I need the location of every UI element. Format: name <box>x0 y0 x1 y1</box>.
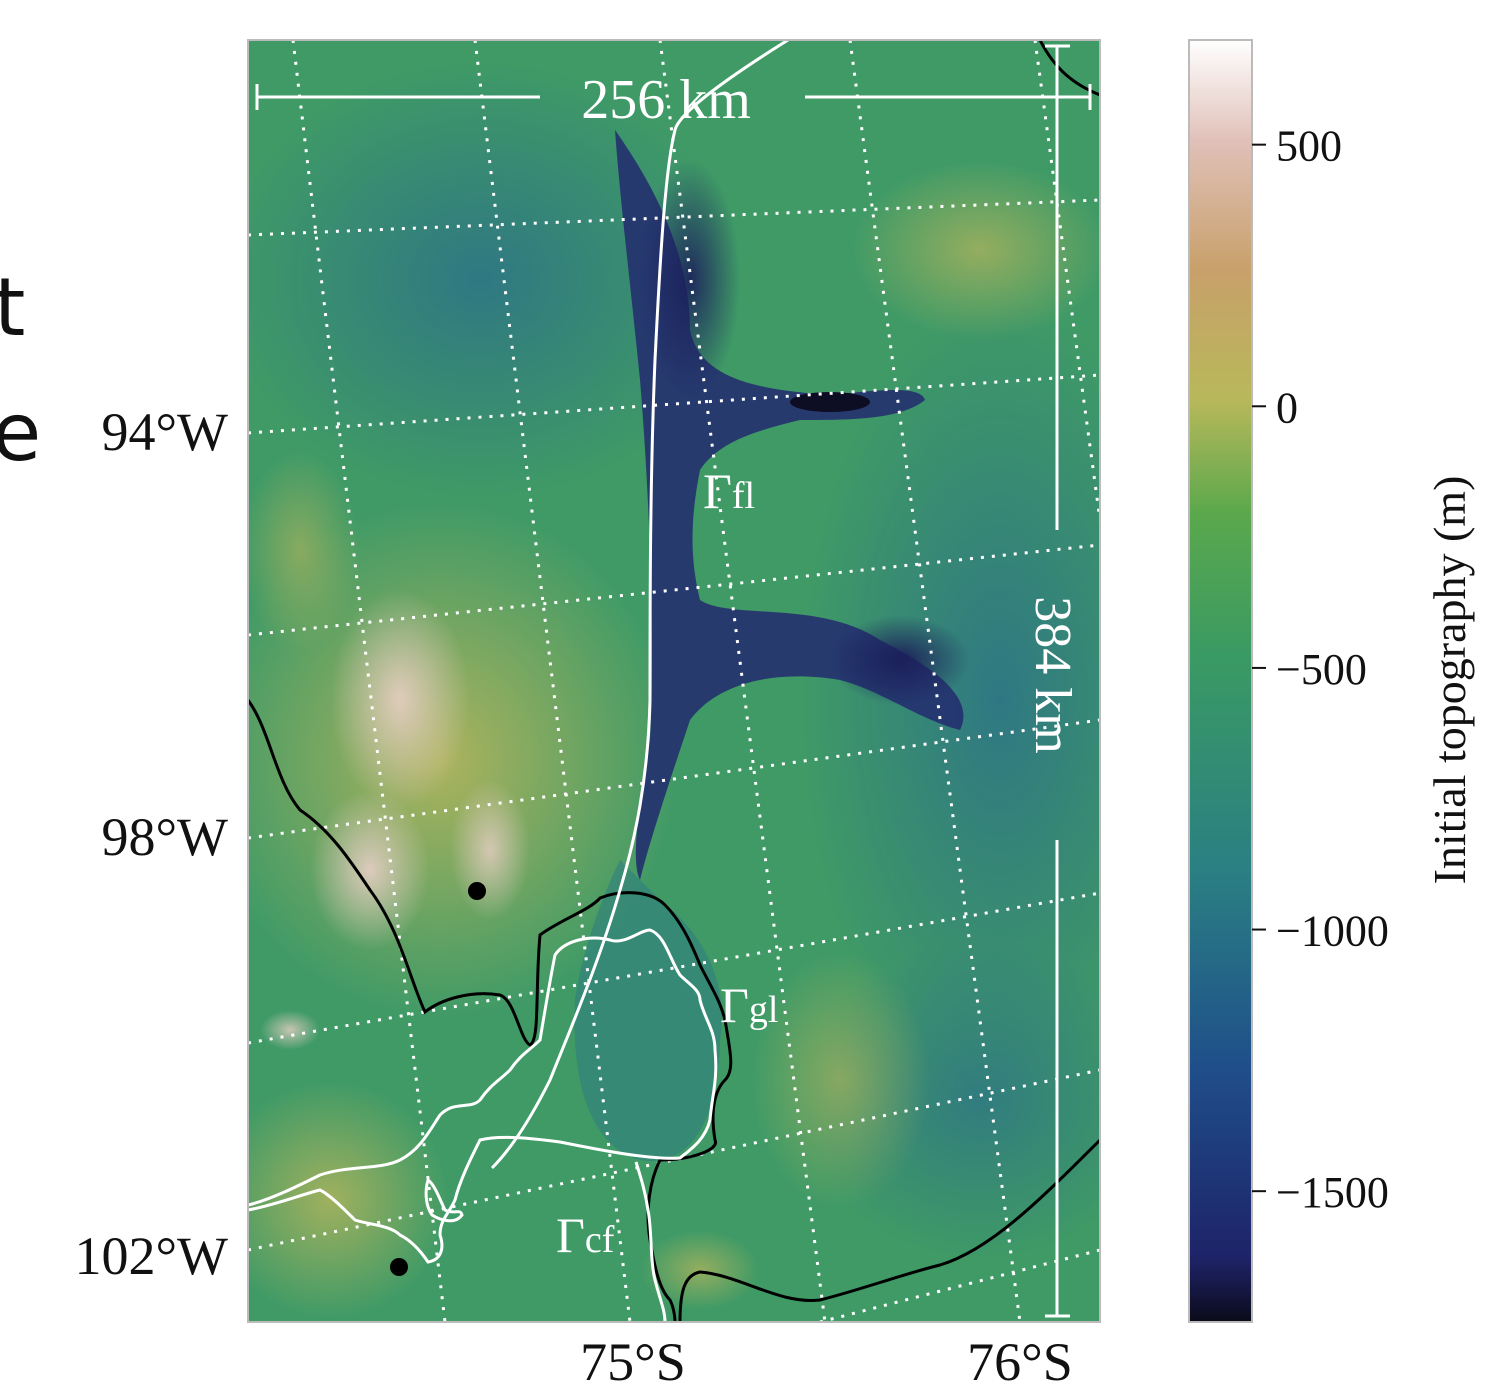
map-frame <box>247 39 1101 1323</box>
lon-line <box>248 891 1100 1045</box>
coastlines <box>248 40 1100 1322</box>
marker-dot <box>390 1258 408 1276</box>
clipped-text-2: e <box>0 386 41 479</box>
lon-line <box>248 718 1100 840</box>
flowline <box>490 40 789 1170</box>
coastline-se <box>678 1138 1100 1322</box>
lon-label-98: 98°W <box>101 807 228 867</box>
yellow-region <box>850 160 1100 340</box>
yellow-region <box>248 450 360 650</box>
gamma-symbol: Γ <box>556 1207 585 1263</box>
deep-trough <box>830 615 970 705</box>
subscript: fl <box>732 475 755 517</box>
colorbar-tick-label: 0 <box>1276 383 1298 432</box>
grounding-coastline <box>248 699 733 1322</box>
yellow-region <box>248 1080 450 1320</box>
clipped-text-1: t <box>0 261 25 354</box>
teal-region <box>248 60 740 500</box>
highland-patch <box>310 790 430 950</box>
yellow-region <box>640 1230 760 1310</box>
deep-trough <box>640 160 740 400</box>
scale-label-horizontal: 256 km <box>581 69 751 131</box>
gamma-symbol: Γ <box>720 977 749 1033</box>
lon-label-102: 102°W <box>74 1226 228 1286</box>
lat-label-76: 76°S <box>967 1332 1073 1390</box>
graticule <box>248 40 1100 1322</box>
lon-label-94: 94°W <box>101 402 228 462</box>
highland-patch <box>260 1010 320 1050</box>
colorbar-ticks: 500 0 −500 −1000 −1500 <box>1252 122 1389 1217</box>
deep-trough <box>790 392 870 412</box>
colorbar: 500 0 −500 −1000 −1500 <box>1188 39 1389 1323</box>
scale-bar-horizontal <box>255 84 1092 110</box>
calving-front <box>424 1177 464 1223</box>
label-calving-front: Γcf <box>556 1207 615 1263</box>
yellow-region <box>750 950 930 1210</box>
colorbar-gradient <box>1188 39 1253 1323</box>
scale-label-vertical: 384 km <box>1024 596 1081 753</box>
colorbar-tick-label: −1500 <box>1276 1168 1389 1217</box>
lat-line <box>1033 40 1100 521</box>
lon-line <box>819 1248 1100 1322</box>
marker-dot <box>468 882 486 900</box>
colorbar-tick-label: 500 <box>1276 122 1342 171</box>
colorbar-tick-label: −500 <box>1276 645 1367 694</box>
label-flowline: Γfl <box>703 463 755 519</box>
highland-patch <box>330 590 470 810</box>
subscript: gl <box>749 989 779 1031</box>
colorbar-label: Initial topography (m) <box>1424 476 1475 885</box>
lon-line <box>248 1068 1100 1252</box>
scale-bar-vertical <box>1045 44 1070 1318</box>
gamma-symbol: Γ <box>703 463 732 519</box>
colorbar-tick-label: −1000 <box>1276 907 1389 956</box>
label-grounding-line: Γgl <box>720 977 778 1033</box>
calving-front <box>634 1161 667 1322</box>
highland-patch <box>450 780 530 920</box>
lat-label-75: 75°S <box>580 1332 686 1390</box>
white-contours <box>248 40 789 1322</box>
map-panel <box>248 40 1100 1322</box>
grounding-line <box>248 928 718 1264</box>
coastline-ne <box>1038 40 1100 97</box>
subscript: cf <box>585 1219 615 1261</box>
